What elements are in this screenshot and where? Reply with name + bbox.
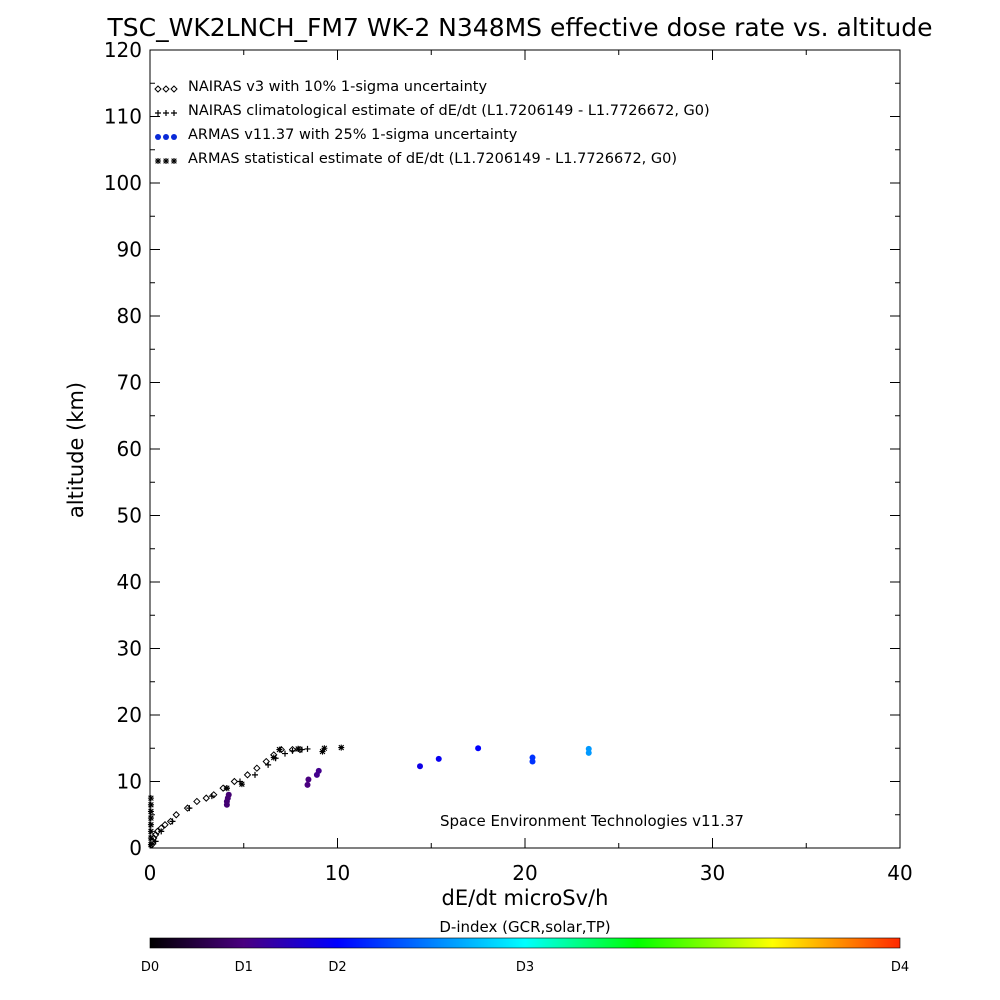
data-point-diamond <box>253 764 261 772</box>
legend-marker-plus <box>155 110 161 116</box>
data-point-diamond <box>172 811 180 819</box>
y-tick-label: 80 <box>117 304 142 328</box>
data-point-plus <box>208 793 215 800</box>
data-point-armas <box>225 791 232 798</box>
y-tick-label: 10 <box>117 770 142 794</box>
colorbar-label-d2: D2 <box>328 960 346 975</box>
colorbar-label-d4: D4 <box>891 960 909 975</box>
legend-marker-asterisk <box>171 158 177 164</box>
legend-marker-diamond <box>154 85 162 93</box>
data-point-plus <box>252 771 258 778</box>
colorbar-label-d1: D1 <box>235 960 253 975</box>
legend-label-diamond: NAIRAS v3 with 10% 1-sigma uncertainty <box>188 79 487 95</box>
data-point-diamond <box>243 771 252 779</box>
data-point-armas <box>585 745 592 752</box>
data-point-armas <box>417 763 423 770</box>
data-point-asterisk <box>276 746 283 753</box>
data-point-armas <box>529 754 536 761</box>
y-tick-label: 50 <box>117 504 142 528</box>
plot-frame <box>149 49 901 849</box>
legend-marker-plus <box>171 110 177 116</box>
annotation-text: Space Environment Technologies v11.37 <box>440 812 744 830</box>
data-point-armas <box>304 781 311 788</box>
legend-marker-diamond <box>170 85 178 93</box>
data-point-plus <box>304 745 311 752</box>
data-point-plus <box>289 747 296 754</box>
x-tick-label: 40 <box>887 861 912 885</box>
legend-label-plus: NAIRAS climatological estimate of dE/dt … <box>188 103 710 119</box>
legend-marker-dot <box>163 134 169 140</box>
x-axis-label: dE/dt microSv/h <box>442 886 609 910</box>
data-point-armas <box>475 745 482 752</box>
legend-marker-dot <box>155 134 161 140</box>
legend-marker-diamond <box>162 85 170 93</box>
legend-marker-asterisk <box>155 158 161 164</box>
y-tick-label: 120 <box>104 38 142 62</box>
data-point-asterisk <box>147 801 154 808</box>
data-point-asterisk <box>147 835 154 842</box>
data-point-plus <box>265 761 272 768</box>
y-tick-label: 30 <box>117 637 142 661</box>
data-point-asterisk <box>295 745 302 752</box>
legend-label-asterisk: ARMAS statistical estimate of dE/dt (L1.… <box>188 151 677 167</box>
data-point-armas <box>435 755 442 762</box>
y-tick-label: 0 <box>129 836 142 860</box>
data-point-armas <box>315 767 322 774</box>
data-marks <box>147 744 592 849</box>
y-tick-label: 90 <box>117 238 142 262</box>
y-tick-label: 110 <box>104 105 142 129</box>
legend-marker-asterisk <box>163 158 169 164</box>
data-point-asterisk <box>321 745 328 752</box>
data-point-diamond <box>230 777 239 786</box>
x-tick-label: 20 <box>512 861 537 885</box>
x-tick-label: 30 <box>700 861 725 885</box>
legend: NAIRAS v3 with 10% 1-sigma uncertainty NA… <box>154 79 710 167</box>
data-point-asterisk <box>319 748 326 755</box>
legend-marker-plus <box>163 110 169 116</box>
data-point-diamond <box>161 821 169 829</box>
data-point-plus <box>152 838 159 845</box>
data-point-plus <box>298 746 305 753</box>
y-axis-label: altitude (km) <box>64 382 88 518</box>
data-point-asterisk <box>147 821 154 828</box>
y-tick-label: 60 <box>117 437 142 461</box>
data-point-asterisk <box>147 795 154 802</box>
y-tick-label: 70 <box>117 371 142 395</box>
data-point-asterisk <box>270 754 277 761</box>
data-point-asterisk <box>147 828 154 835</box>
y-axis-ticks: 0 10 20 30 40 50 60 70 80 90 100 110 120 <box>104 38 900 860</box>
y-tick-label: 40 <box>117 570 142 594</box>
y-tick-label: 20 <box>117 703 142 727</box>
x-axis-ticks: 0 10 20 30 40 <box>144 50 913 885</box>
data-point-asterisk <box>223 785 230 792</box>
data-point-plus <box>169 818 176 825</box>
colorbar-labels: D0 D1 D2 D3 D4 <box>141 960 909 975</box>
chart-title: TSC_WK2LNCH_FM7 WK-2 N348MS effective do… <box>107 13 933 42</box>
data-point-asterisk <box>338 744 345 751</box>
data-point-diamond <box>193 797 201 806</box>
legend-label-dot: ARMAS v11.37 with 25% 1-sigma uncertaint… <box>188 127 518 143</box>
colorbar-label-d0: D0 <box>141 960 159 975</box>
data-point-diamond <box>153 827 162 836</box>
data-point-asterisk <box>147 841 154 848</box>
x-tick-label: 10 <box>325 861 350 885</box>
y-tick-label: 100 <box>104 171 142 195</box>
legend-marker-dot <box>171 134 177 140</box>
data-point-plus <box>158 828 165 835</box>
data-point-plus <box>186 805 193 812</box>
plot-area: 0 10 20 30 40 50 60 70 80 90 100 110 120 0 10 20 30 40 <box>104 38 913 885</box>
colorbar-label-d3: D3 <box>516 960 534 975</box>
data-point-asterisk <box>238 781 245 788</box>
data-point-asterisk <box>147 808 154 815</box>
x-tick-label: 0 <box>144 861 157 885</box>
data-point-diamond <box>202 794 210 802</box>
data-point-plus <box>282 750 288 757</box>
data-point-armas <box>305 776 312 783</box>
data-point-asterisk <box>147 815 154 822</box>
colorbar-title: D-index (GCR,solar,TP) <box>439 918 610 936</box>
colorbar <box>149 937 901 949</box>
